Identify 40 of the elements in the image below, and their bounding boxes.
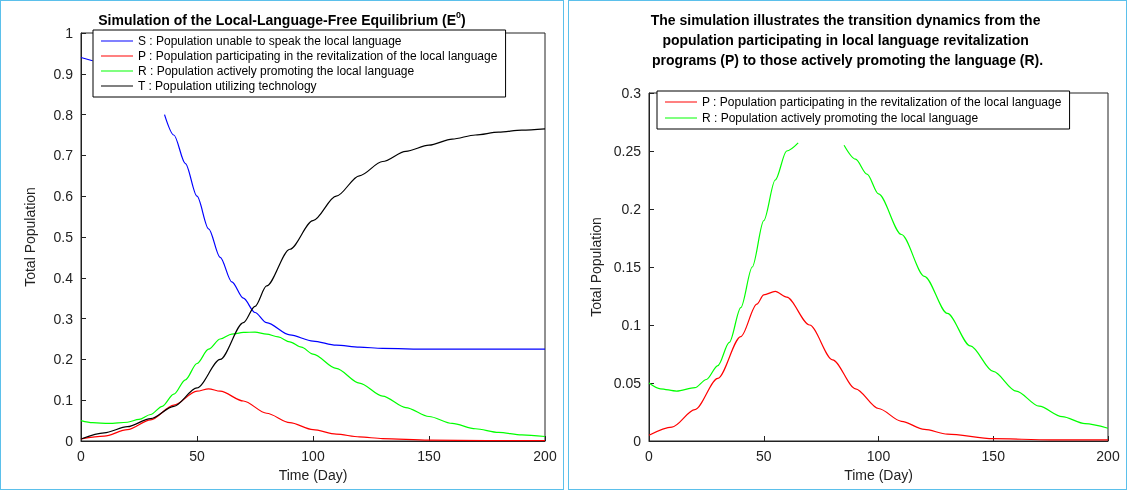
y-tick-label: 0.2: [621, 201, 642, 217]
x-tick-label: 0: [77, 448, 86, 464]
x-tick-label: 50: [189, 448, 205, 464]
y-tick-label: 0: [633, 433, 642, 449]
y-tick-label: 0.15: [613, 259, 642, 275]
x-axis-title: Time (Day): [844, 466, 913, 483]
x-tick-label: 50: [755, 448, 772, 464]
y-tick-label: 0.8: [53, 106, 74, 123]
x-tick-label: 100: [866, 448, 891, 464]
line-series: [80, 331, 546, 438]
legend-label: P : Population participating in the revitalization of the local language: [702, 95, 1062, 109]
y-axis-title: Total Population: [587, 217, 604, 317]
y-tick-label: 0.1: [53, 392, 74, 409]
x-tick-label: 200: [533, 448, 557, 464]
y-tick-label: 0.5: [53, 229, 74, 245]
y-tick-label: 0.25: [613, 143, 642, 159]
x-tick-label: 150: [981, 448, 1006, 464]
y-tick-label: 0.2: [53, 351, 74, 368]
y-tick-label: 1: [65, 25, 74, 41]
y-tick-label: 0.7: [53, 147, 74, 164]
x-tick-label: 150: [417, 448, 441, 464]
y-axis-title: Total Population: [22, 187, 38, 287]
legend-label: R : Population actively promoting the local language: [138, 64, 415, 78]
legend-label: P : Population participating in the revitalization of the local language: [138, 49, 498, 63]
y-tick-label: 0.1: [621, 317, 642, 333]
y-tick-label: 0.9: [53, 65, 74, 82]
y-tick-label: 0: [65, 433, 74, 449]
x-axis-title: Time (Day): [278, 466, 348, 483]
x-tick-label: 200: [1096, 448, 1120, 464]
y-tick-label: 0.4: [53, 269, 74, 286]
legend-label: T : Population utilizing technology: [138, 79, 317, 93]
x-tick-label: 0: [645, 448, 654, 464]
x-tick-label: 100: [301, 448, 325, 464]
y-tick-label: 0.05: [613, 375, 642, 391]
legend-label: S : Population unable to speak the local language: [138, 34, 402, 48]
y-tick-label: 0.3: [621, 85, 642, 101]
chart-title: The simulation illustrates the transition dynamics from the population participating in local language revitalization programs (P) to those actively promoting the language (R).: [650, 12, 1045, 68]
y-tick-label: 0.6: [53, 188, 74, 205]
y-tick-label: 0.3: [53, 310, 74, 327]
legend-label: R : Population actively promoting the local language: [702, 111, 979, 125]
